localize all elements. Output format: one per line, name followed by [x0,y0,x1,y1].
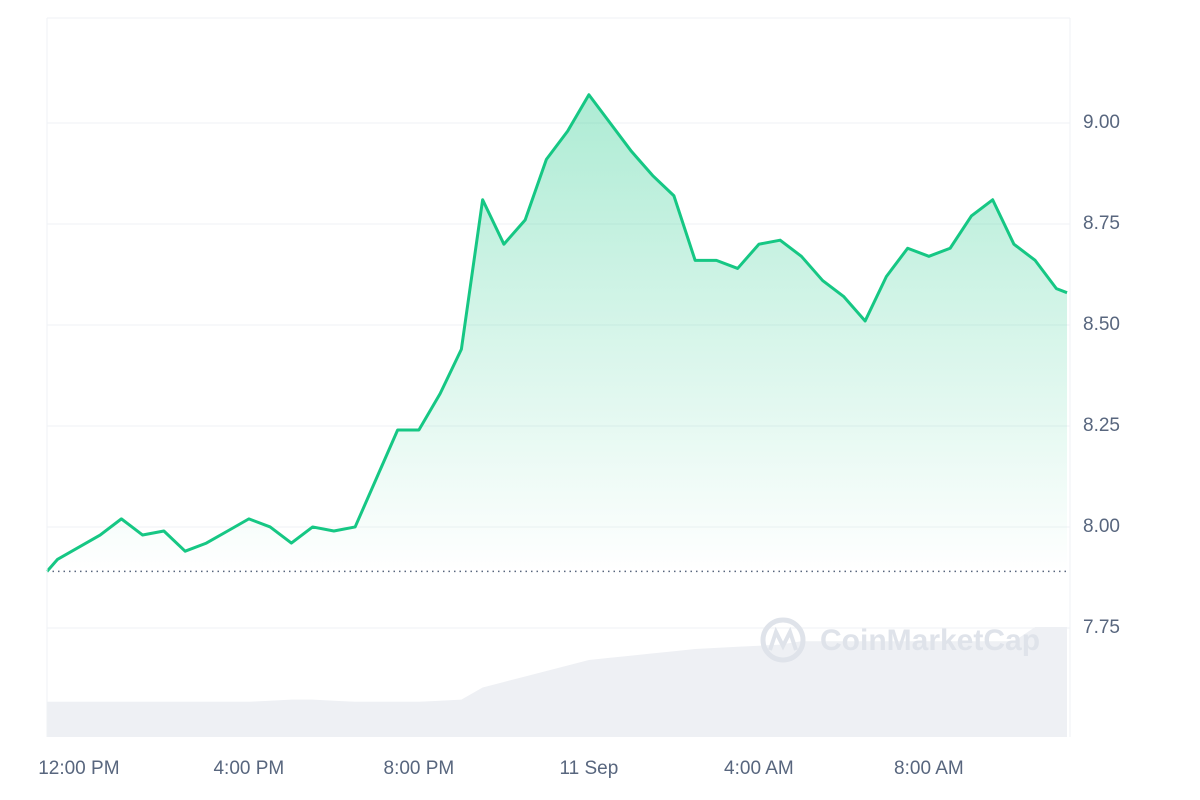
y-tick-label: 8.50 [1083,314,1120,335]
x-tick-label: 4:00 AM [724,758,794,779]
x-tick-label: 12:00 PM [38,758,119,779]
x-tick-label: 4:00 PM [213,758,284,779]
watermark-logo-mark [768,626,798,651]
x-tick-label: 8:00 AM [894,758,964,779]
x-tick-label: 11 Sep [559,758,618,779]
watermark: CoinMarketCap [760,617,1040,663]
y-tick-label: 7.75 [1083,617,1120,638]
y-tick-label: 8.75 [1083,213,1120,234]
y-tick-label: 8.25 [1083,415,1120,436]
x-tick-label: 8:00 PM [384,758,455,779]
watermark-text: CoinMarketCap [820,624,1040,657]
price-line [45,93,1068,573]
price-area [47,94,1068,572]
volume-layer [47,627,1068,737]
y-tick-label: 8.00 [1083,516,1120,537]
plot-layer [45,93,1070,573]
volume-area [47,627,1068,737]
y-tick-label: 9.00 [1083,112,1120,133]
watermark-logo [760,617,806,663]
